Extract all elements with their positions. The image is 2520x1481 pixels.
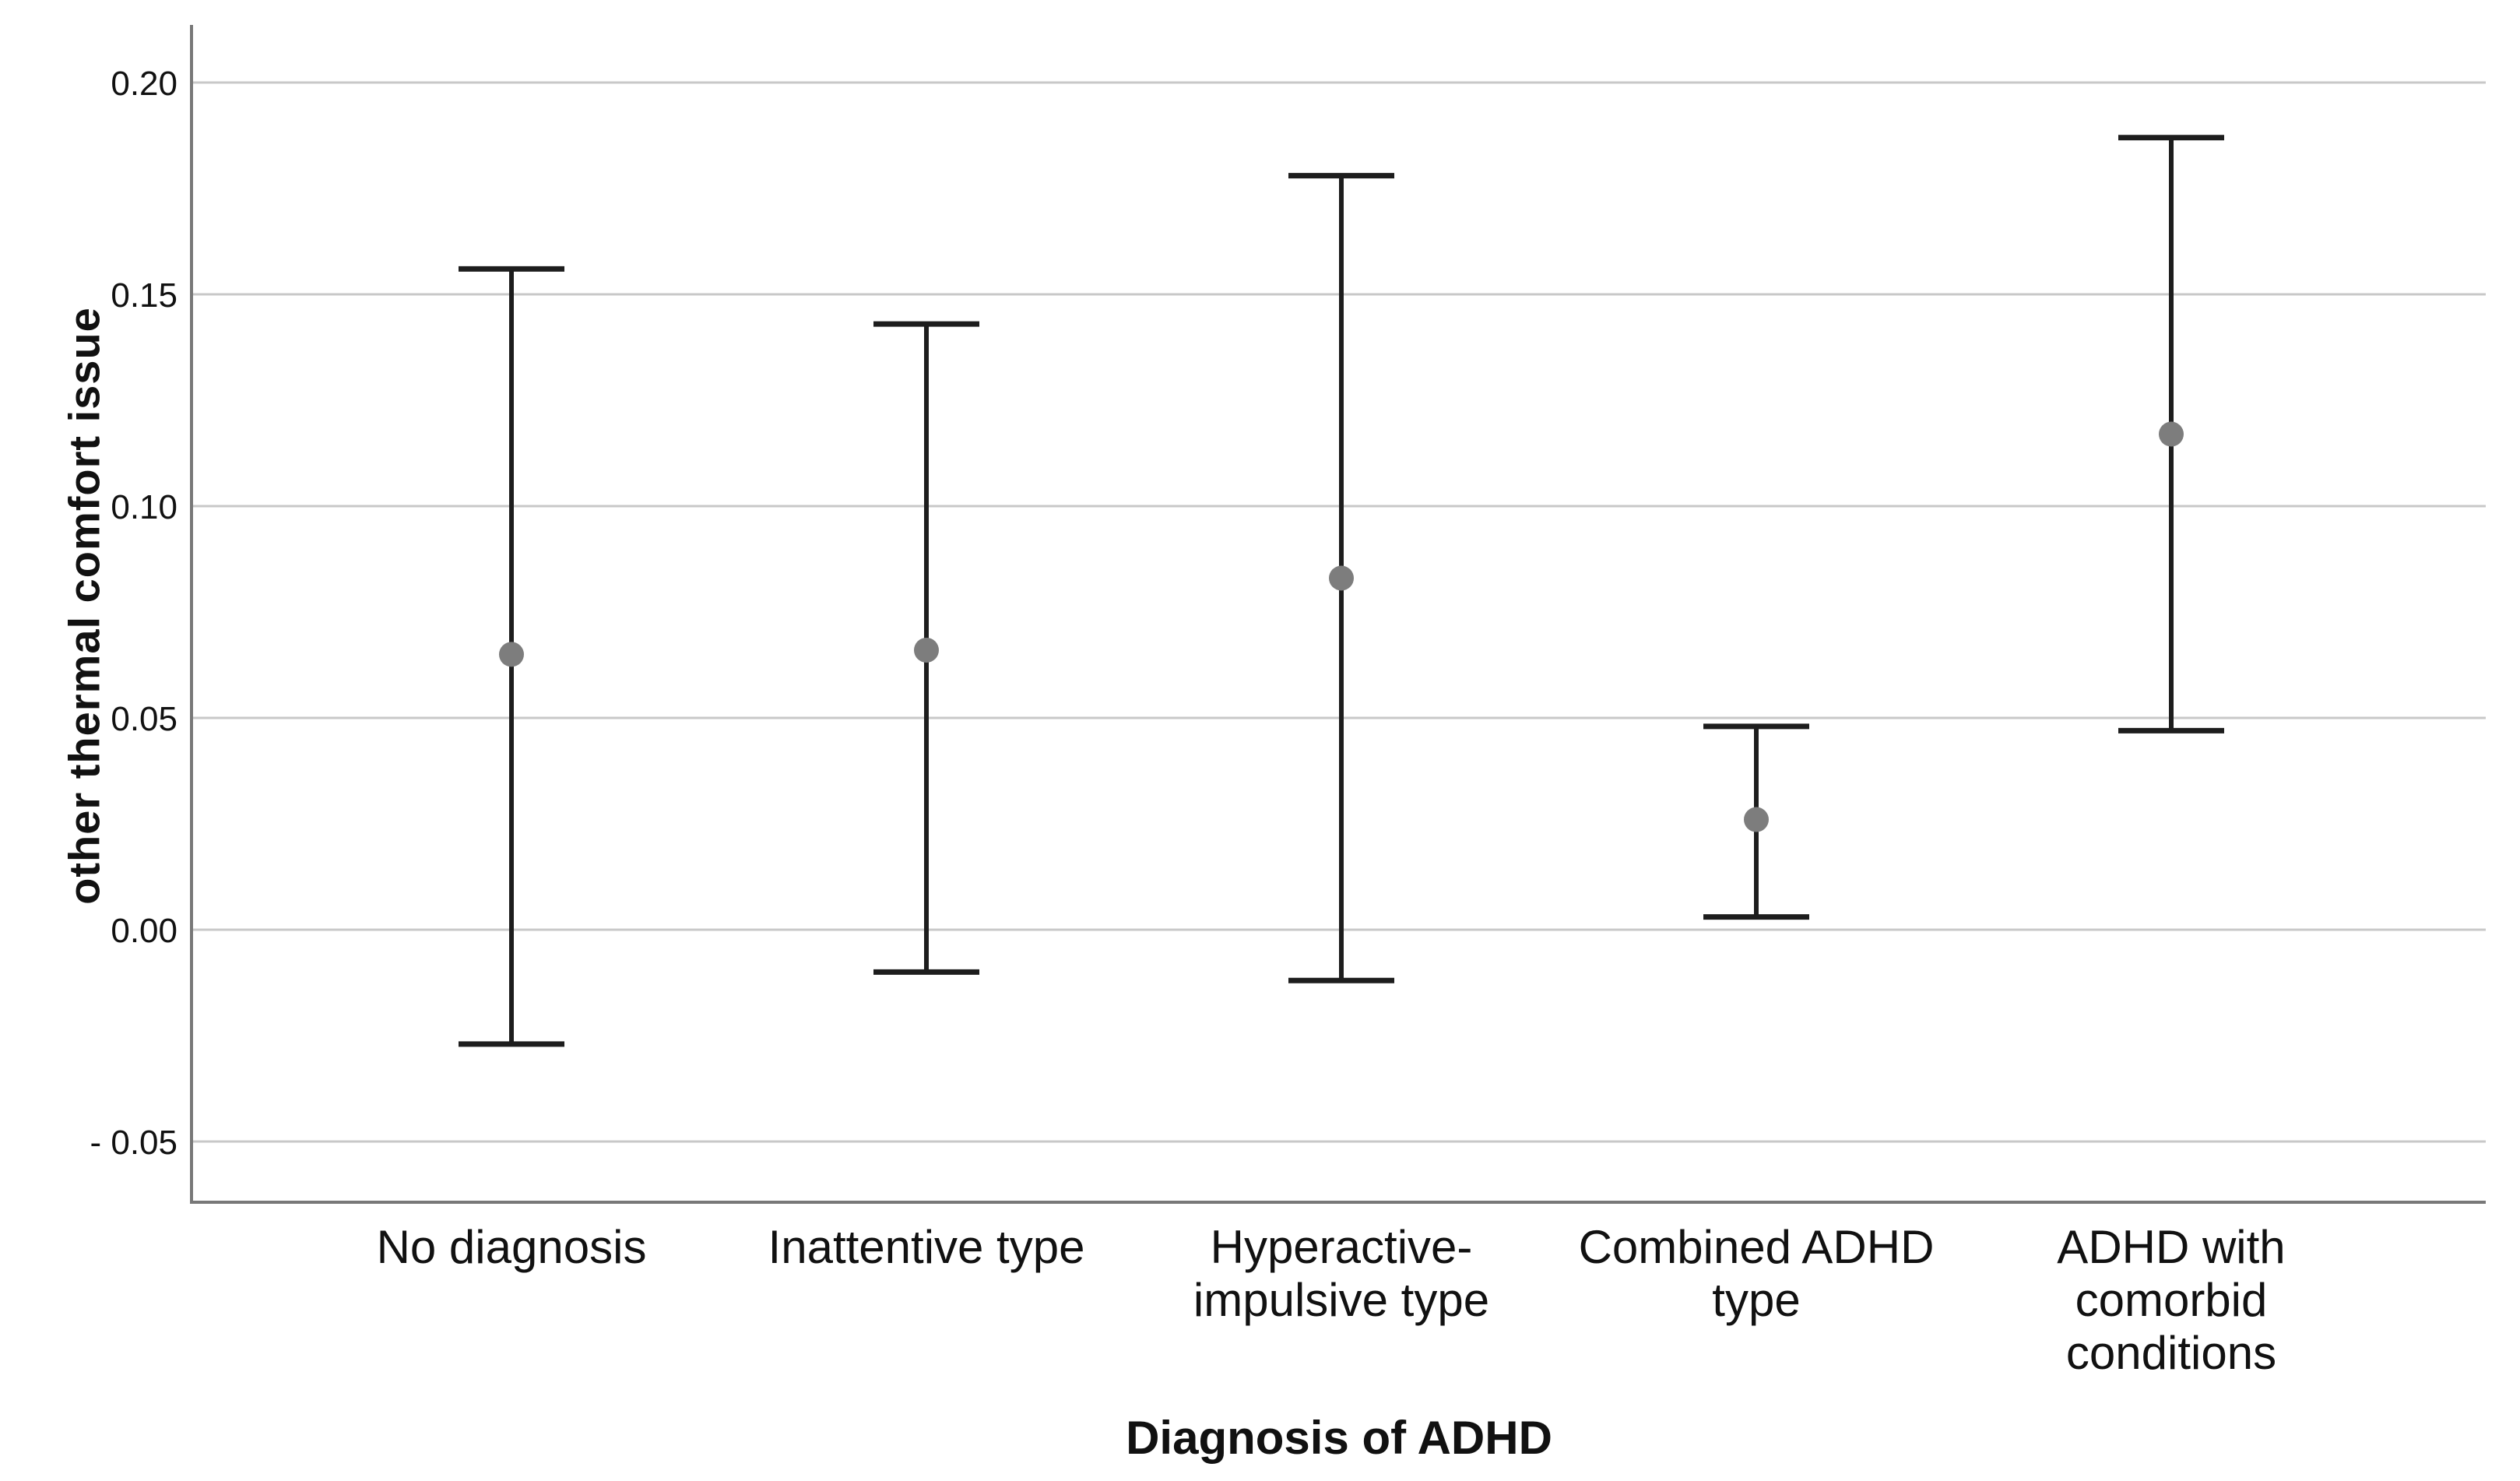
y-tick-label: 0.05 — [111, 700, 177, 738]
x-category-label: ADHD with comorbid conditions — [2057, 1221, 2285, 1379]
y-tick-label: 0.20 — [111, 65, 177, 103]
y-tick-label: 0.15 — [111, 276, 177, 315]
mean-marker — [2159, 421, 2184, 447]
mean-marker — [1329, 565, 1354, 591]
mean-marker — [499, 642, 524, 667]
x-category-label: Hyperactive-impulsive type — [1193, 1221, 1489, 1326]
y-axis-title: other thermal comfort issue — [59, 307, 109, 905]
x-category-label: No diagnosis — [377, 1221, 647, 1273]
y-tick-label: 0.00 — [111, 912, 177, 950]
y-tick-label: - 0.05 — [90, 1124, 177, 1162]
mean-marker — [1744, 807, 1769, 832]
x-category-label: Inattentive type — [768, 1221, 1085, 1273]
mean-marker — [914, 637, 939, 663]
y-tick-label: 0.10 — [111, 488, 177, 526]
x-axis-title: Diagnosis of ADHD — [1126, 1412, 1552, 1464]
x-category-label: Combined ADHD type — [1579, 1221, 1935, 1326]
